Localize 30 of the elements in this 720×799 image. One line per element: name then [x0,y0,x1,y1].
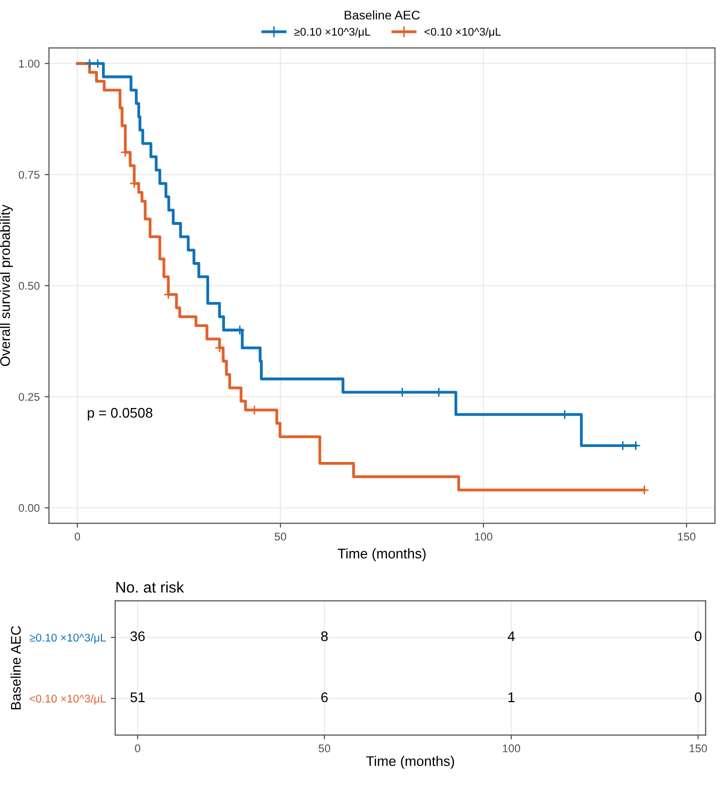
x-tick-label: 100 [502,744,520,752]
data-label: 4 [508,631,515,642]
y-tick-label: 0.25 [18,392,40,401]
legend-label: ≥0.10 ×10^3/μL [294,28,370,38]
y-tick-label: 0.75 [18,170,40,179]
data-label: 8 [321,631,328,642]
y-tick-label: 0.00 [18,504,40,512]
x-axis-title: Time (months) [366,756,454,769]
annotation: p = 0.0508 [88,408,152,420]
chart-title: No. at risk [116,581,184,593]
data-label: 0 [694,631,702,642]
x-tick-label: 50 [318,744,330,752]
x-tick-label: 0 [74,532,80,541]
legend-title: Baseline AEC [344,10,420,20]
x-tick-label: 50 [274,532,286,541]
x-tick-label: 150 [690,744,707,752]
data-label: 36 [130,631,145,642]
y-axis-title: Overall survival probability [0,204,13,366]
y-tick-label: 1.00 [19,60,40,68]
data-label: 6 [321,692,328,702]
x-tick-label: 0 [134,744,140,752]
data-label: 1 [508,692,514,702]
x-tick-label: 100 [475,532,492,541]
x-tick-label: 150 [678,532,696,541]
y-tick-label: 0.50 [18,282,40,290]
y-axis-title: Baseline AEC [10,626,21,710]
data-label: 0 [694,692,702,702]
x-axis-title: Time (months) [338,548,426,562]
legend-label: <0.10 ×10^3/μL [424,28,501,38]
data-label: 51 [130,692,145,702]
